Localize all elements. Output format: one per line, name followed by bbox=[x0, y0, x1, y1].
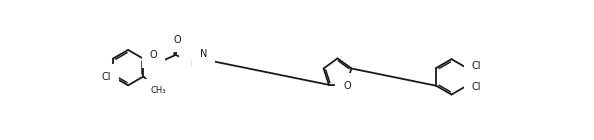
Text: O: O bbox=[150, 50, 157, 60]
Text: Cl: Cl bbox=[472, 82, 481, 92]
Text: Cl: Cl bbox=[102, 72, 111, 82]
Text: O: O bbox=[343, 81, 350, 91]
Text: O: O bbox=[173, 35, 181, 45]
Text: N: N bbox=[200, 49, 207, 59]
Text: CH₃: CH₃ bbox=[150, 86, 166, 95]
Text: H: H bbox=[190, 60, 197, 69]
Text: N: N bbox=[187, 55, 194, 65]
Text: Cl: Cl bbox=[472, 61, 481, 71]
